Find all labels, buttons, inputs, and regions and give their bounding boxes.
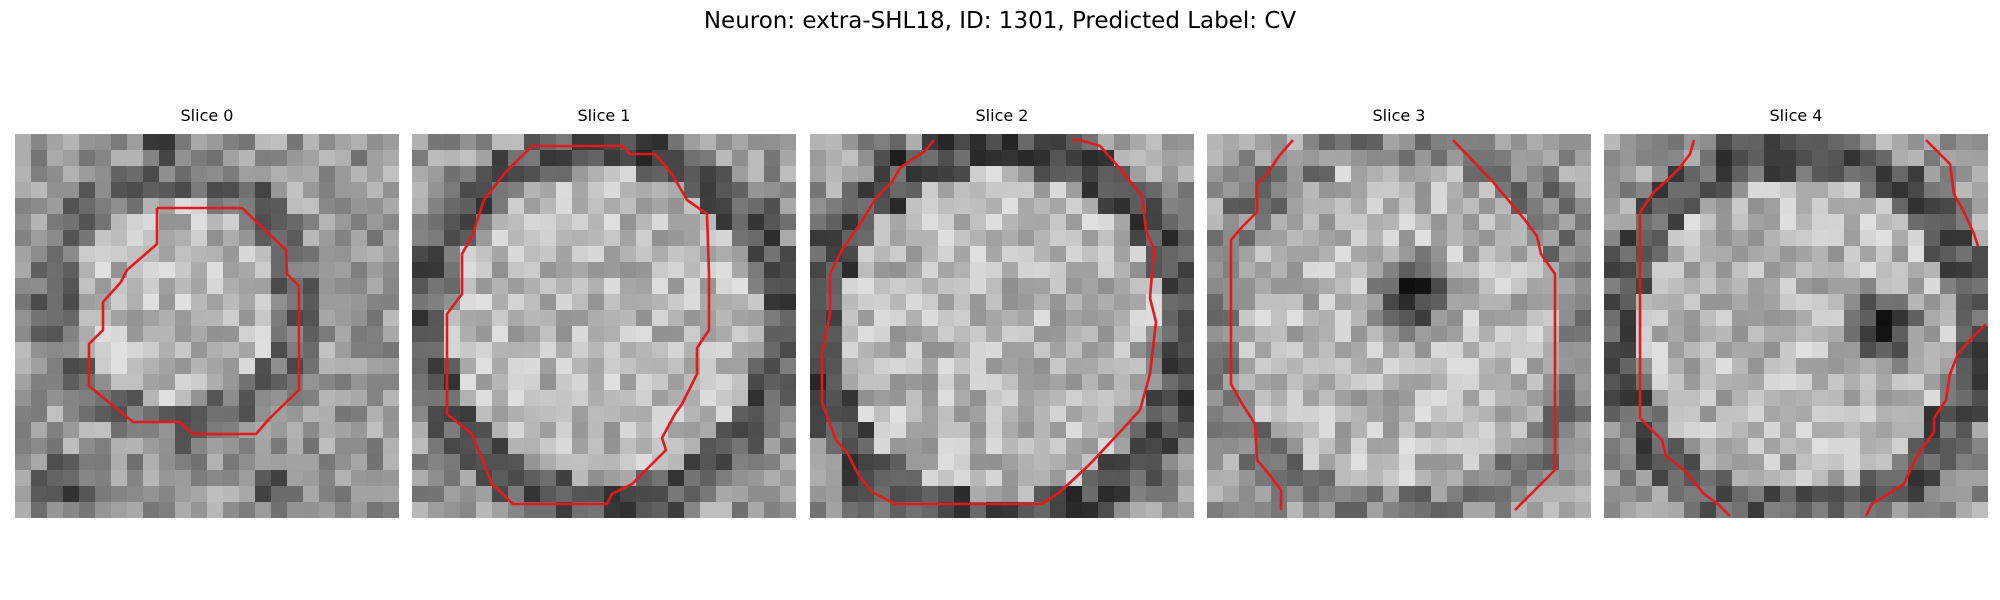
contour-line (87, 206, 301, 436)
slice-image-2 (810, 134, 1194, 518)
contour-line (1229, 139, 1294, 510)
slice-title: Slice 3 (1372, 106, 1426, 125)
contour-line (1864, 323, 1987, 517)
contour-line (1925, 139, 1980, 247)
contour-line (820, 138, 1158, 506)
contour-line (1638, 139, 1731, 517)
slice-panel-2: Slice 2 (810, 106, 1194, 518)
slice-panel-1: Slice 1 (412, 106, 796, 518)
contour-line (445, 144, 711, 506)
grayscale-pixels (15, 134, 399, 518)
slice-panel-0: Slice 0 (15, 106, 399, 518)
slice-panel-3: Slice 3 (1207, 106, 1591, 518)
grayscale-pixels (412, 134, 796, 518)
slice-image-1 (412, 134, 796, 518)
slice-image-0 (15, 134, 399, 518)
contour-line (1452, 139, 1557, 511)
slice-title: Slice 2 (975, 106, 1029, 125)
figure-title: Neuron: extra-SHL18, ID: 1301, Predicted… (703, 8, 1297, 34)
slice-panel-4: Slice 4 (1604, 106, 1988, 518)
slice-title: Slice 0 (180, 106, 234, 125)
grayscale-pixels (1207, 134, 1591, 518)
grayscale-pixels (810, 134, 1194, 518)
slice-title: Slice 1 (577, 106, 631, 125)
slice-image-4 (1604, 134, 1988, 518)
slice-image-3 (1207, 134, 1591, 518)
grayscale-pixels (1604, 134, 1988, 518)
slice-title: Slice 4 (1769, 106, 1823, 125)
